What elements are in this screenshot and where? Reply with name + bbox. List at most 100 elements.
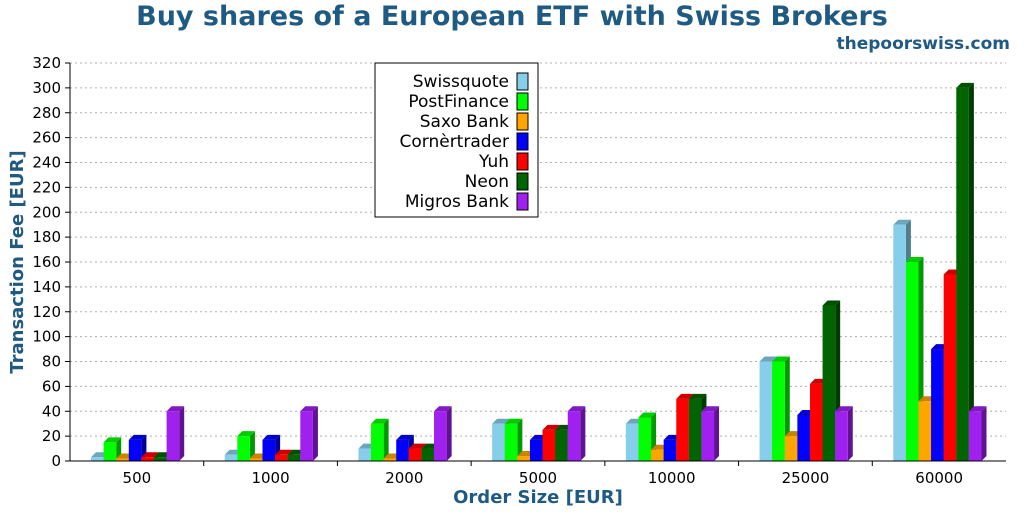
bar-front xyxy=(237,436,250,461)
legend-label: Swissquote xyxy=(413,72,509,92)
bar-front xyxy=(300,411,313,461)
bar-front xyxy=(567,411,581,461)
bar-top xyxy=(701,406,720,412)
bar-top xyxy=(275,449,293,455)
bar xyxy=(434,406,452,461)
y-tick-label: 220 xyxy=(32,178,61,196)
bar-front xyxy=(701,411,715,461)
bar-front xyxy=(287,454,301,461)
bar xyxy=(103,437,122,461)
bar xyxy=(822,300,841,461)
bar-front xyxy=(492,423,505,461)
bar-side xyxy=(968,82,974,461)
legend-item: Cornèrtrader xyxy=(400,132,529,152)
bar-top xyxy=(434,406,452,412)
bar-front xyxy=(529,439,543,461)
bar-front xyxy=(931,349,944,461)
y-tick-label: 60 xyxy=(42,377,61,395)
bar-top xyxy=(141,452,159,458)
legend-label: Saxo Bank xyxy=(420,112,509,132)
x-axis-label: Order Size [EUR] xyxy=(453,487,623,508)
bar-front xyxy=(638,417,652,461)
bar-side xyxy=(714,406,720,461)
bar-front xyxy=(809,383,823,461)
bar-side xyxy=(847,406,853,461)
x-tick-label: 500 xyxy=(123,469,152,487)
legend-label: Yuh xyxy=(478,152,509,172)
bar-front xyxy=(275,454,288,461)
legend-label: PostFinance xyxy=(408,92,509,112)
bar-front xyxy=(542,429,556,461)
bar xyxy=(835,406,853,461)
bar-top xyxy=(128,434,147,440)
bar-side xyxy=(981,406,987,461)
bar-front xyxy=(663,439,677,461)
bar-side xyxy=(517,418,523,461)
bar-side xyxy=(580,406,586,461)
bar-front xyxy=(956,87,969,461)
bar-front xyxy=(943,274,957,461)
bar-top xyxy=(676,393,694,399)
y-tick-label: 240 xyxy=(32,154,61,172)
bar-top xyxy=(166,406,185,412)
axes: 0 20 40 60 80 100 120 140 160 180 200 220 240 260 280 3… xyxy=(32,54,1006,487)
x-tick-label: 60000 xyxy=(915,469,963,487)
bar-top xyxy=(567,406,586,412)
bar-front xyxy=(688,398,702,461)
y-tick-label: 40 xyxy=(42,402,61,420)
bar-side xyxy=(446,406,452,461)
legend-swatch xyxy=(516,72,529,91)
bar xyxy=(968,406,987,461)
x-tick-label: 10000 xyxy=(648,469,696,487)
x-tick-label: 1000 xyxy=(251,469,289,487)
bar-top xyxy=(822,300,841,306)
bar-front xyxy=(128,439,142,461)
x-tick-label: 2000 xyxy=(385,469,423,487)
bar-side xyxy=(249,431,255,461)
bar-top xyxy=(396,434,414,440)
bar-top xyxy=(688,393,707,399)
bar-front xyxy=(835,411,848,461)
legend-item: Neon xyxy=(465,172,529,192)
bar-front xyxy=(555,429,568,461)
bar-front xyxy=(154,457,167,461)
bar xyxy=(300,406,318,461)
bar xyxy=(772,356,790,461)
bar-front xyxy=(625,423,639,461)
bar-front xyxy=(421,448,435,461)
bar-top xyxy=(772,356,790,362)
bar xyxy=(504,418,523,461)
y-tick-label: 260 xyxy=(32,129,61,147)
bar xyxy=(166,406,185,461)
y-tick-label: 20 xyxy=(42,427,61,445)
y-tick-label: 0 xyxy=(51,452,61,470)
y-tick-label: 100 xyxy=(32,328,61,346)
bar-front xyxy=(918,401,932,461)
y-tick-label: 300 xyxy=(32,79,61,97)
y-axis-label: Transaction Fee [EUR] xyxy=(7,150,28,373)
bar-front xyxy=(517,456,530,461)
y-tick-label: 180 xyxy=(32,228,61,246)
legend-item: Migros Bank xyxy=(405,192,529,212)
bars xyxy=(91,82,987,461)
bar-top xyxy=(262,434,281,440)
bar-top xyxy=(103,437,122,443)
bar-top xyxy=(492,418,510,424)
bar-top xyxy=(905,257,924,262)
legend-label: Neon xyxy=(465,172,509,192)
bar xyxy=(371,418,389,461)
bar-front xyxy=(408,448,422,461)
bar-front xyxy=(772,361,785,461)
y-tick-label: 140 xyxy=(32,278,61,296)
bar xyxy=(237,431,255,461)
bar-side xyxy=(383,418,389,461)
bar-front xyxy=(103,442,117,461)
bar-front xyxy=(434,411,447,461)
legend-swatch xyxy=(516,172,529,191)
bar-front xyxy=(262,439,276,461)
y-tick-label: 120 xyxy=(32,303,61,321)
bar xyxy=(396,434,414,461)
bar-front xyxy=(383,458,397,461)
